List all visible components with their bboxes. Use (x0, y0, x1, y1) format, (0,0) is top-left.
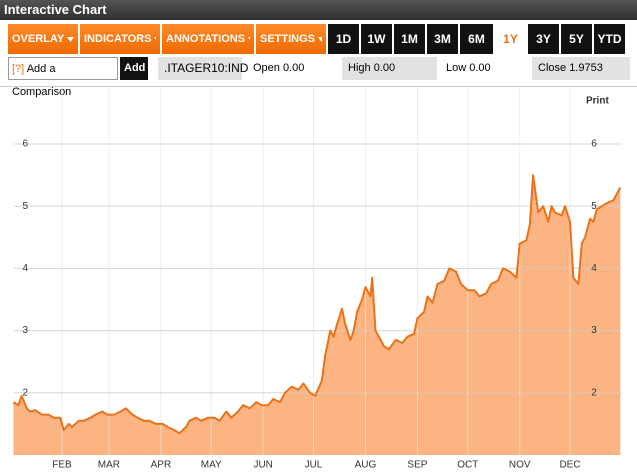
y-tick-label: 4 (22, 263, 28, 274)
x-tick-label: SEP (407, 460, 427, 471)
x-tick-label: MAY (201, 460, 222, 471)
quote-field: Open 0.00 (247, 57, 337, 80)
print-link[interactable]: Print (586, 96, 609, 107)
dropdown-arrow (67, 36, 74, 42)
field-value: 0.00 (373, 62, 396, 74)
x-tick-label: NOV (509, 460, 531, 471)
menu-button[interactable]: SETTINGS (256, 24, 326, 54)
title-bar: Interactive Chart (0, 0, 637, 20)
y-tick-label: 5 (591, 201, 597, 212)
range-button[interactable]: 5Y (561, 24, 592, 54)
range-button[interactable]: 6M (460, 24, 493, 54)
y-tick-label: 4 (591, 263, 597, 274)
range-button[interactable]: 3M (427, 24, 458, 54)
menu-label: ANNOTATIONS (166, 33, 246, 45)
y-tick-label: 6 (22, 139, 28, 150)
x-tick-label: DEC (559, 460, 580, 471)
range-button[interactable]: 1D (328, 24, 359, 54)
dropdown-arrow (318, 36, 322, 42)
quote-bar: [?] Add a Comparison Add .ITAGER10:IND O… (0, 57, 637, 98)
y-tick-label: 3 (22, 325, 28, 336)
menu-button[interactable]: ANNOTATIONS (162, 24, 254, 54)
y-tick-label: 5 (22, 201, 28, 212)
menu-button[interactable]: INDICATORS (80, 24, 160, 54)
area (13, 175, 621, 455)
x-tick-label: APR (151, 460, 172, 471)
placeholder: Add a Comparison (12, 63, 72, 98)
toolbar: OVERLAY INDICATORS ANNOTATIONS SETTINGS 1D 1W… (8, 24, 629, 54)
field-label: Low (446, 62, 467, 74)
range-button[interactable]: YTD (594, 24, 625, 54)
comparison-input[interactable]: [?] Add a Comparison (8, 57, 118, 98)
field-label: High (348, 62, 371, 74)
chart: Print FEB MAR APR MAY JUN JUL AUG SEP OCT NOV DEC 2… (12, 88, 622, 471)
menu-label: INDICATORS (84, 33, 152, 45)
quote-field: High 0.00 (342, 57, 437, 80)
y-tick-label: 2 (591, 387, 597, 398)
quote-field: Close 1.9753 (532, 57, 630, 80)
dropdown-arrow (248, 36, 250, 40)
separator (0, 86, 637, 87)
x-tick-label: JUL (305, 460, 323, 471)
field-label: Open (253, 62, 280, 74)
window-title: Interactive Chart (4, 2, 107, 17)
menu-label: OVERLAY (12, 33, 65, 45)
field-value: 0.00 (282, 62, 305, 74)
range-button[interactable]: 1Y (495, 24, 526, 54)
symbol: .ITAGER10:IND (158, 57, 248, 80)
x-tick-label: OCT (457, 460, 478, 471)
add-button[interactable]: Add (120, 57, 148, 80)
y-tick-label: 2 (22, 387, 28, 398)
arrow (248, 36, 250, 40)
x-tick-label: JUN (253, 460, 272, 471)
range-button[interactable]: 1W (361, 24, 392, 54)
field-label: Close (538, 62, 567, 74)
arrow (154, 36, 156, 39)
x-tick-label: MAR (98, 460, 120, 471)
field-value: 0.00 (469, 62, 491, 74)
x-tick-label: AUG (355, 460, 377, 471)
help-icon[interactable]: [?] (12, 63, 25, 75)
line (12, 174, 622, 435)
menu-label: SETTINGS (260, 33, 316, 45)
y-tick-label: 3 (591, 325, 597, 336)
menu-button[interactable]: OVERLAY (8, 24, 78, 54)
x-tick-label: FEB (52, 460, 72, 471)
range-button[interactable]: 1M (394, 24, 425, 54)
arrow (67, 36, 74, 42)
arrow (318, 36, 322, 42)
field-value: 1.9753 (569, 62, 603, 74)
y-tick-label: 6 (591, 139, 597, 150)
range-button[interactable]: 3Y (528, 24, 559, 54)
quote-field: Low 0.00 (440, 57, 527, 80)
dropdown-arrow (154, 36, 156, 39)
